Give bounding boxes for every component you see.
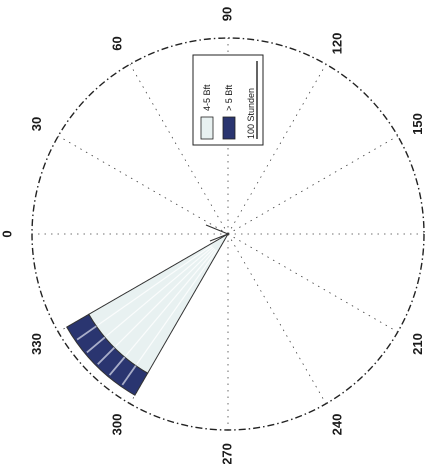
angular-tick-label: 210 (410, 333, 425, 355)
sector-streak (136, 250, 218, 365)
sector-streak (115, 247, 215, 347)
sector-streak (97, 347, 115, 365)
legend-entry: 100 Stunden (246, 61, 258, 139)
legend: 4-5 Bft > 5 Bft 100 Stunden (192, 54, 264, 146)
angular-tick-label: 0 (0, 230, 14, 237)
angular-tick-label: 270 (219, 443, 234, 464)
sector-streak (125, 248, 216, 356)
angular-tick-label: 30 (29, 117, 44, 131)
sector-streak (76, 325, 97, 341)
sector-streak (106, 246, 214, 337)
legend-entry: 4-5 Bft (200, 84, 214, 140)
sector-streak (97, 244, 212, 326)
spoke-240 (227, 233, 327, 404)
legend-entry: > 5 Bft (222, 84, 236, 140)
legend-label: 4-5 Bft (202, 84, 212, 111)
angular-tick-label: 240 (329, 414, 344, 436)
spoke-60 (129, 64, 229, 235)
angular-tick-label: 60 (109, 36, 124, 50)
angular-tick-label: 150 (410, 113, 425, 135)
spoke-120 (227, 64, 327, 235)
angular-tick-label: 90 (219, 7, 234, 21)
sector-streak (121, 365, 137, 386)
scale-label: 100 Stunden (246, 88, 256, 139)
spoke-150 (227, 135, 398, 235)
sector-bars (66, 224, 230, 396)
angular-tick-label: 120 (329, 33, 344, 55)
center-marker (205, 224, 229, 242)
angular-tick-label: 330 (29, 333, 44, 355)
sector-streak (108, 356, 126, 376)
spoke-30 (58, 135, 229, 235)
angular-tick-label: 300 (109, 414, 124, 436)
legend-label: > 5 Bft (224, 84, 234, 111)
spoke-210 (227, 233, 398, 333)
angular-tick-labels: 0306090120150180210240270300330 (0, 7, 425, 464)
sector-streak (86, 336, 106, 354)
legend-swatch (222, 116, 236, 140)
legend-swatch (200, 116, 214, 140)
